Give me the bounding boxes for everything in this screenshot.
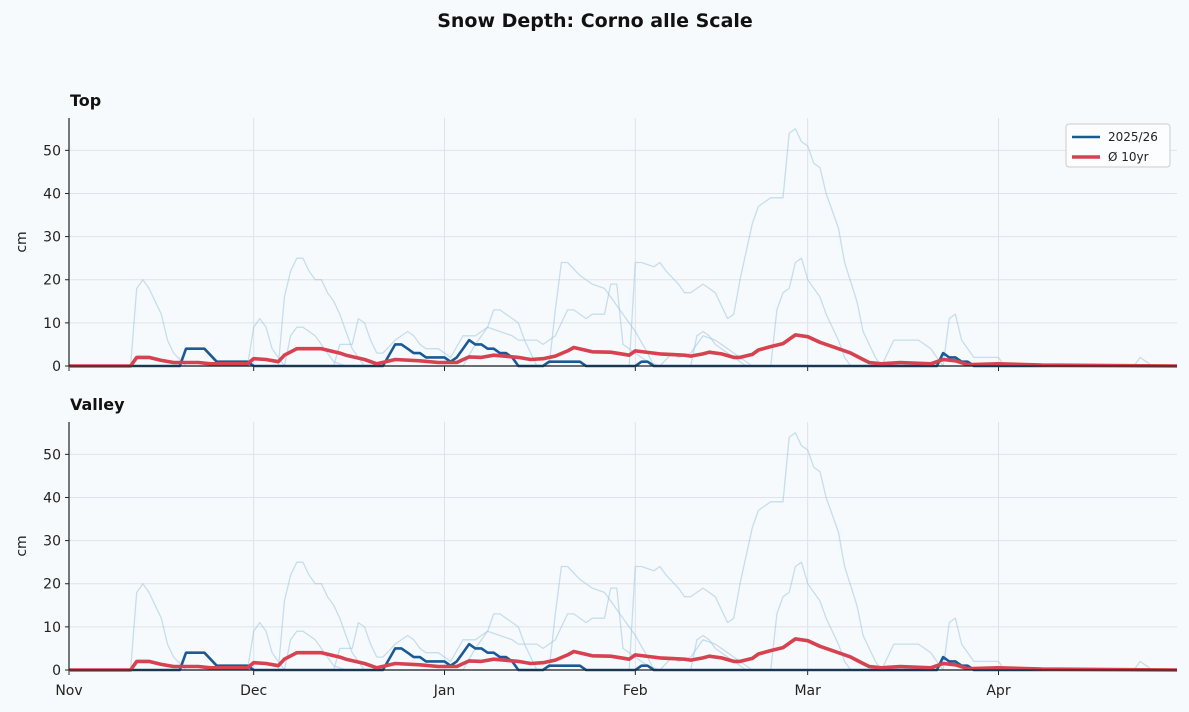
y-tick-label: 10 xyxy=(43,620,61,636)
x-tick-label: Apr xyxy=(986,683,1010,699)
y-tick-label: 0 xyxy=(52,663,61,679)
y-tick-label: 0 xyxy=(52,359,61,375)
y-tick-label: 40 xyxy=(43,490,61,506)
y-tick-label: 20 xyxy=(43,273,61,289)
x-tick-label: Nov xyxy=(55,683,82,699)
history-season-line xyxy=(69,257,1177,367)
x-tick-label: Dec xyxy=(240,683,267,699)
history-season-line xyxy=(69,613,1177,671)
history-season-line xyxy=(69,309,1177,367)
ten-year-average-line xyxy=(69,333,1178,368)
panel-valley: Valley 0 10 20 30 40 50 Nov Dec Jan Feb Mar Apr cm xyxy=(14,395,1178,699)
legend-label-current: 2025/26 xyxy=(1108,130,1158,144)
legend-label-average: Ø 10yr xyxy=(1108,150,1149,164)
y-axis-label: cm xyxy=(14,231,30,252)
x-tick-label: Mar xyxy=(794,683,821,699)
history-season-line xyxy=(69,432,1177,671)
y-tick-label: 50 xyxy=(43,447,61,463)
panel-title-valley: Valley xyxy=(70,395,125,414)
x-tick-label: Jan xyxy=(433,683,456,699)
history-season-line xyxy=(69,128,1177,367)
y-tick-label: 10 xyxy=(43,316,61,332)
history-season-line xyxy=(69,561,1177,671)
y-tick-label: 30 xyxy=(43,230,61,246)
y-tick-label: 40 xyxy=(43,186,61,202)
y-tick-label: 50 xyxy=(43,143,61,159)
ten-year-average-line xyxy=(69,637,1178,672)
x-tick-label: Feb xyxy=(623,683,648,699)
y-axis-label: cm xyxy=(14,535,30,556)
panel-title-top: Top xyxy=(70,91,101,110)
panel-top: Top 0 10 20 30 40 50 cm 2025/26 Ø 10yr xyxy=(14,91,1178,375)
y-tick-label: 30 xyxy=(43,534,61,550)
y-tick-label: 20 xyxy=(43,577,61,593)
legend: 2025/26 Ø 10yr xyxy=(1065,123,1171,168)
chart-title: Snow Depth: Corno alle Scale xyxy=(437,10,753,32)
